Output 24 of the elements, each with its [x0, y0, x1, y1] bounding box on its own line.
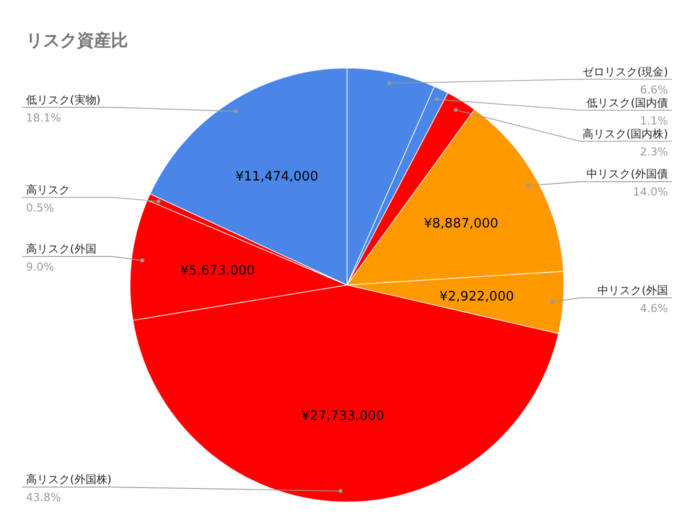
text: ¥5,673,000 — [180, 263, 255, 278]
slice-label: 高リスク(国内株) — [582, 127, 668, 140]
slice-label: 高リスク(外国 — [26, 242, 96, 256]
data-label: 9.0% — [26, 260, 54, 274]
data-label: 0.5% — [26, 201, 54, 214]
data-label: 4.6% — [640, 302, 668, 315]
slice-label: 高リスク(外国株) — [26, 473, 112, 486]
data-label: 6.6% — [640, 83, 668, 96]
text: ¥2,922,000 — [440, 290, 514, 305]
slice-label: 低リスク(実物) — [26, 93, 101, 106]
data-label: 18.1% — [26, 111, 61, 124]
slice-label: 高リスク — [26, 183, 70, 196]
text: ¥27,733,000 — [302, 409, 384, 424]
data-label: 2.3% — [640, 145, 668, 158]
data-label: 1.1% — [640, 114, 668, 128]
text: ¥11,474,000 — [236, 169, 318, 184]
slice-label: ゼロリスク(現金) — [582, 65, 668, 78]
data-label: 14.0% — [633, 186, 668, 199]
text: ¥8,887,000 — [424, 216, 498, 232]
slice-label: 低リスク(国内債 — [586, 96, 668, 110]
data-label: 43.8% — [26, 491, 61, 504]
chart-title: リスク資産比 — [26, 31, 128, 51]
slice-label: 中リスク(外国債 — [586, 168, 668, 181]
slice-label: 中リスク(外国 — [598, 284, 668, 297]
